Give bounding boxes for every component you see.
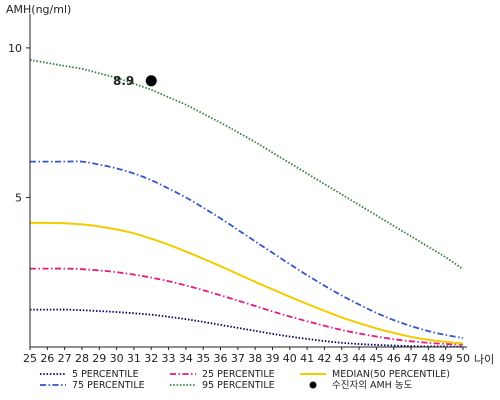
patient-amh-value-label: 8.9	[113, 74, 134, 88]
series-line-75-percentile	[30, 160, 464, 339]
x-tick-label: 43	[335, 352, 349, 365]
x-tick-label: 36	[214, 352, 228, 365]
x-tick-label: 37	[231, 352, 245, 365]
x-tick-label: 28	[75, 352, 89, 365]
legend-label-5-percentile: 5 PERCENTILE	[72, 369, 139, 380]
legend-label-patient-amh: 수진자의 AMH 농도	[332, 380, 413, 391]
legend-label-75-percentile: 75 PERCENTILE	[72, 380, 145, 391]
plot-area: 8.9	[29, 59, 464, 348]
x-tick-label: 34	[179, 352, 193, 365]
x-tick-label: 42	[317, 352, 331, 365]
x-tick-label: 35	[196, 352, 210, 365]
y-tick-label: 5	[15, 191, 22, 204]
x-tick-label: 26	[40, 352, 54, 365]
x-tick-label: 49	[439, 352, 453, 365]
x-tick-label: 41	[300, 352, 314, 365]
legend-swatch-patient-amh	[309, 381, 317, 389]
series-line-95-percentile	[29, 59, 464, 270]
x-tick-label: 45	[369, 352, 383, 365]
legend: 5 PERCENTILE 25 PERCENTILE MEDIAN(50 PERCE…	[40, 369, 450, 391]
patient-amh-point	[145, 75, 157, 87]
x-tick-label: 31	[127, 352, 141, 365]
x-tick-label: 46	[387, 352, 401, 365]
x-tick-label: 27	[58, 352, 72, 365]
y-axis-title: AMH(ng/ml)	[6, 3, 71, 16]
y-tick-label: 10	[8, 42, 22, 55]
x-tick-label: 25	[23, 352, 37, 365]
legend-label-25-percentile: 25 PERCENTILE	[202, 369, 275, 380]
x-tick-label: 32	[144, 352, 158, 365]
x-tick-label: 50	[456, 352, 470, 365]
x-tick-label: 29	[92, 352, 106, 365]
x-axis-title: 나이	[474, 353, 494, 366]
x-tick-label: 30	[110, 352, 124, 365]
x-tick-label: 33	[162, 352, 176, 365]
series-line-5-percentile	[29, 308, 464, 348]
series-line-median-50-percentile-	[29, 221, 464, 345]
x-tick-label: 38	[248, 352, 262, 365]
legend-label-median-50-percentile-: MEDIAN(50 PERCENTILE)	[332, 369, 450, 380]
legend-label-95-percentile: 95 PERCENTILE	[202, 380, 275, 391]
x-tick-label: 44	[352, 352, 366, 365]
x-tick-label: 48	[421, 352, 435, 365]
x-tick-label: 47	[404, 352, 418, 365]
x-tick-label: 39	[265, 352, 279, 365]
x-tick-label: 40	[283, 352, 297, 365]
